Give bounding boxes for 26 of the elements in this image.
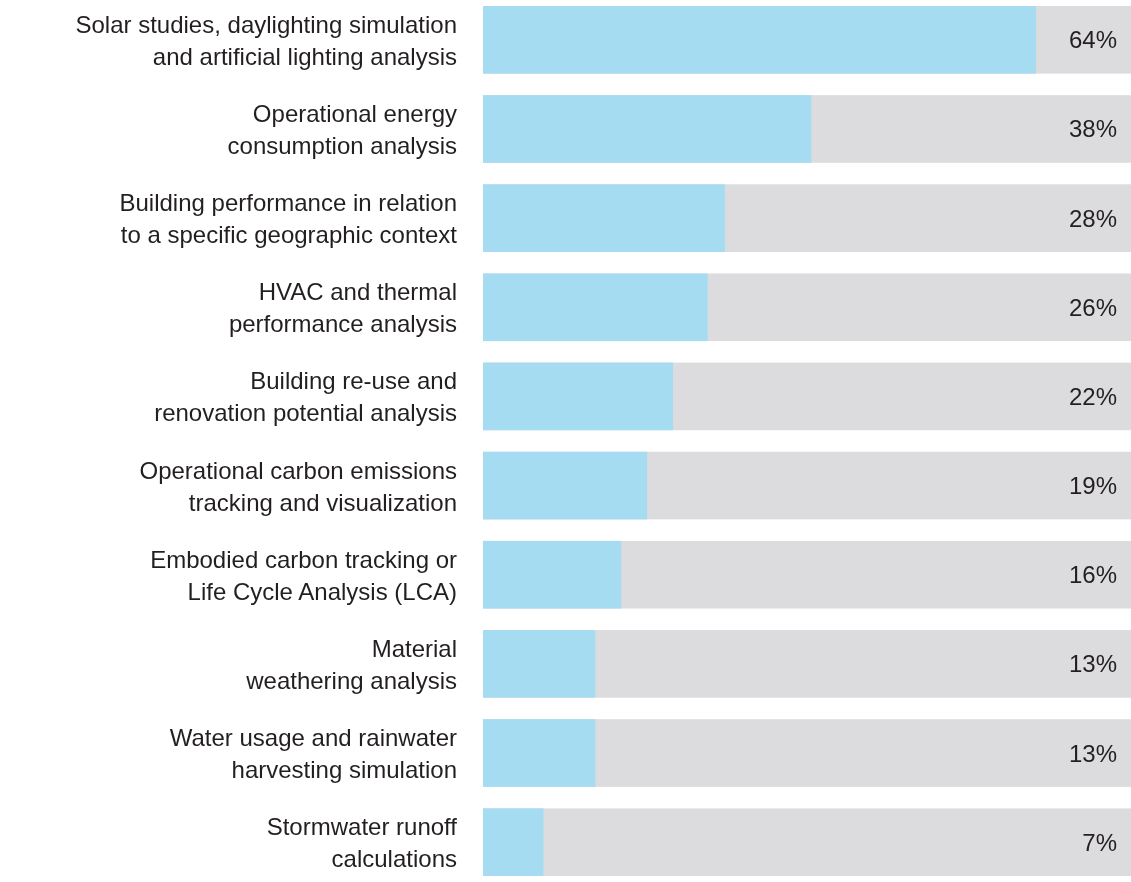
- y-tick-label: Operational energy consumption analysis: [227, 99, 457, 159]
- y-tick-label: Material weathering analysis: [245, 634, 457, 694]
- y-tick-label: Stormwater runoff calculations: [266, 812, 458, 872]
- y-tick-label: Water usage and rainwater harvesting simulation: [169, 723, 457, 783]
- bar: [483, 808, 544, 876]
- y-tick-label: Embodied carbon tracking or Life Cycle Analysis (LCA): [150, 545, 457, 605]
- y-tick-label: HVAC and thermal performance analysis: [228, 277, 457, 337]
- data-label: 7%: [1082, 828, 1117, 856]
- data-label: 28%: [1068, 204, 1117, 232]
- bar: [483, 362, 674, 431]
- bar: [483, 451, 648, 520]
- data-label: 13%: [1068, 739, 1117, 767]
- data-label: 16%: [1068, 561, 1117, 589]
- data-label: 38%: [1068, 115, 1117, 143]
- y-tick-label: Building re-use and renovation potential analysis: [154, 366, 457, 426]
- data-label: 19%: [1068, 472, 1117, 500]
- data-label: 13%: [1068, 650, 1117, 678]
- data-label: 22%: [1068, 382, 1117, 410]
- bar: [483, 719, 596, 787]
- y-tick-label: Solar studies, daylighting simulation and artificial lighting analysis: [75, 10, 457, 70]
- y-tick-label: Building performance in relation to a specific geographic context: [119, 188, 458, 248]
- data-label: 64%: [1068, 26, 1117, 54]
- bar: [483, 630, 596, 698]
- bar: [483, 540, 622, 609]
- data-label: 26%: [1068, 293, 1117, 321]
- y-tick-label: Operational carbon emissions tracking and visualization: [139, 456, 457, 516]
